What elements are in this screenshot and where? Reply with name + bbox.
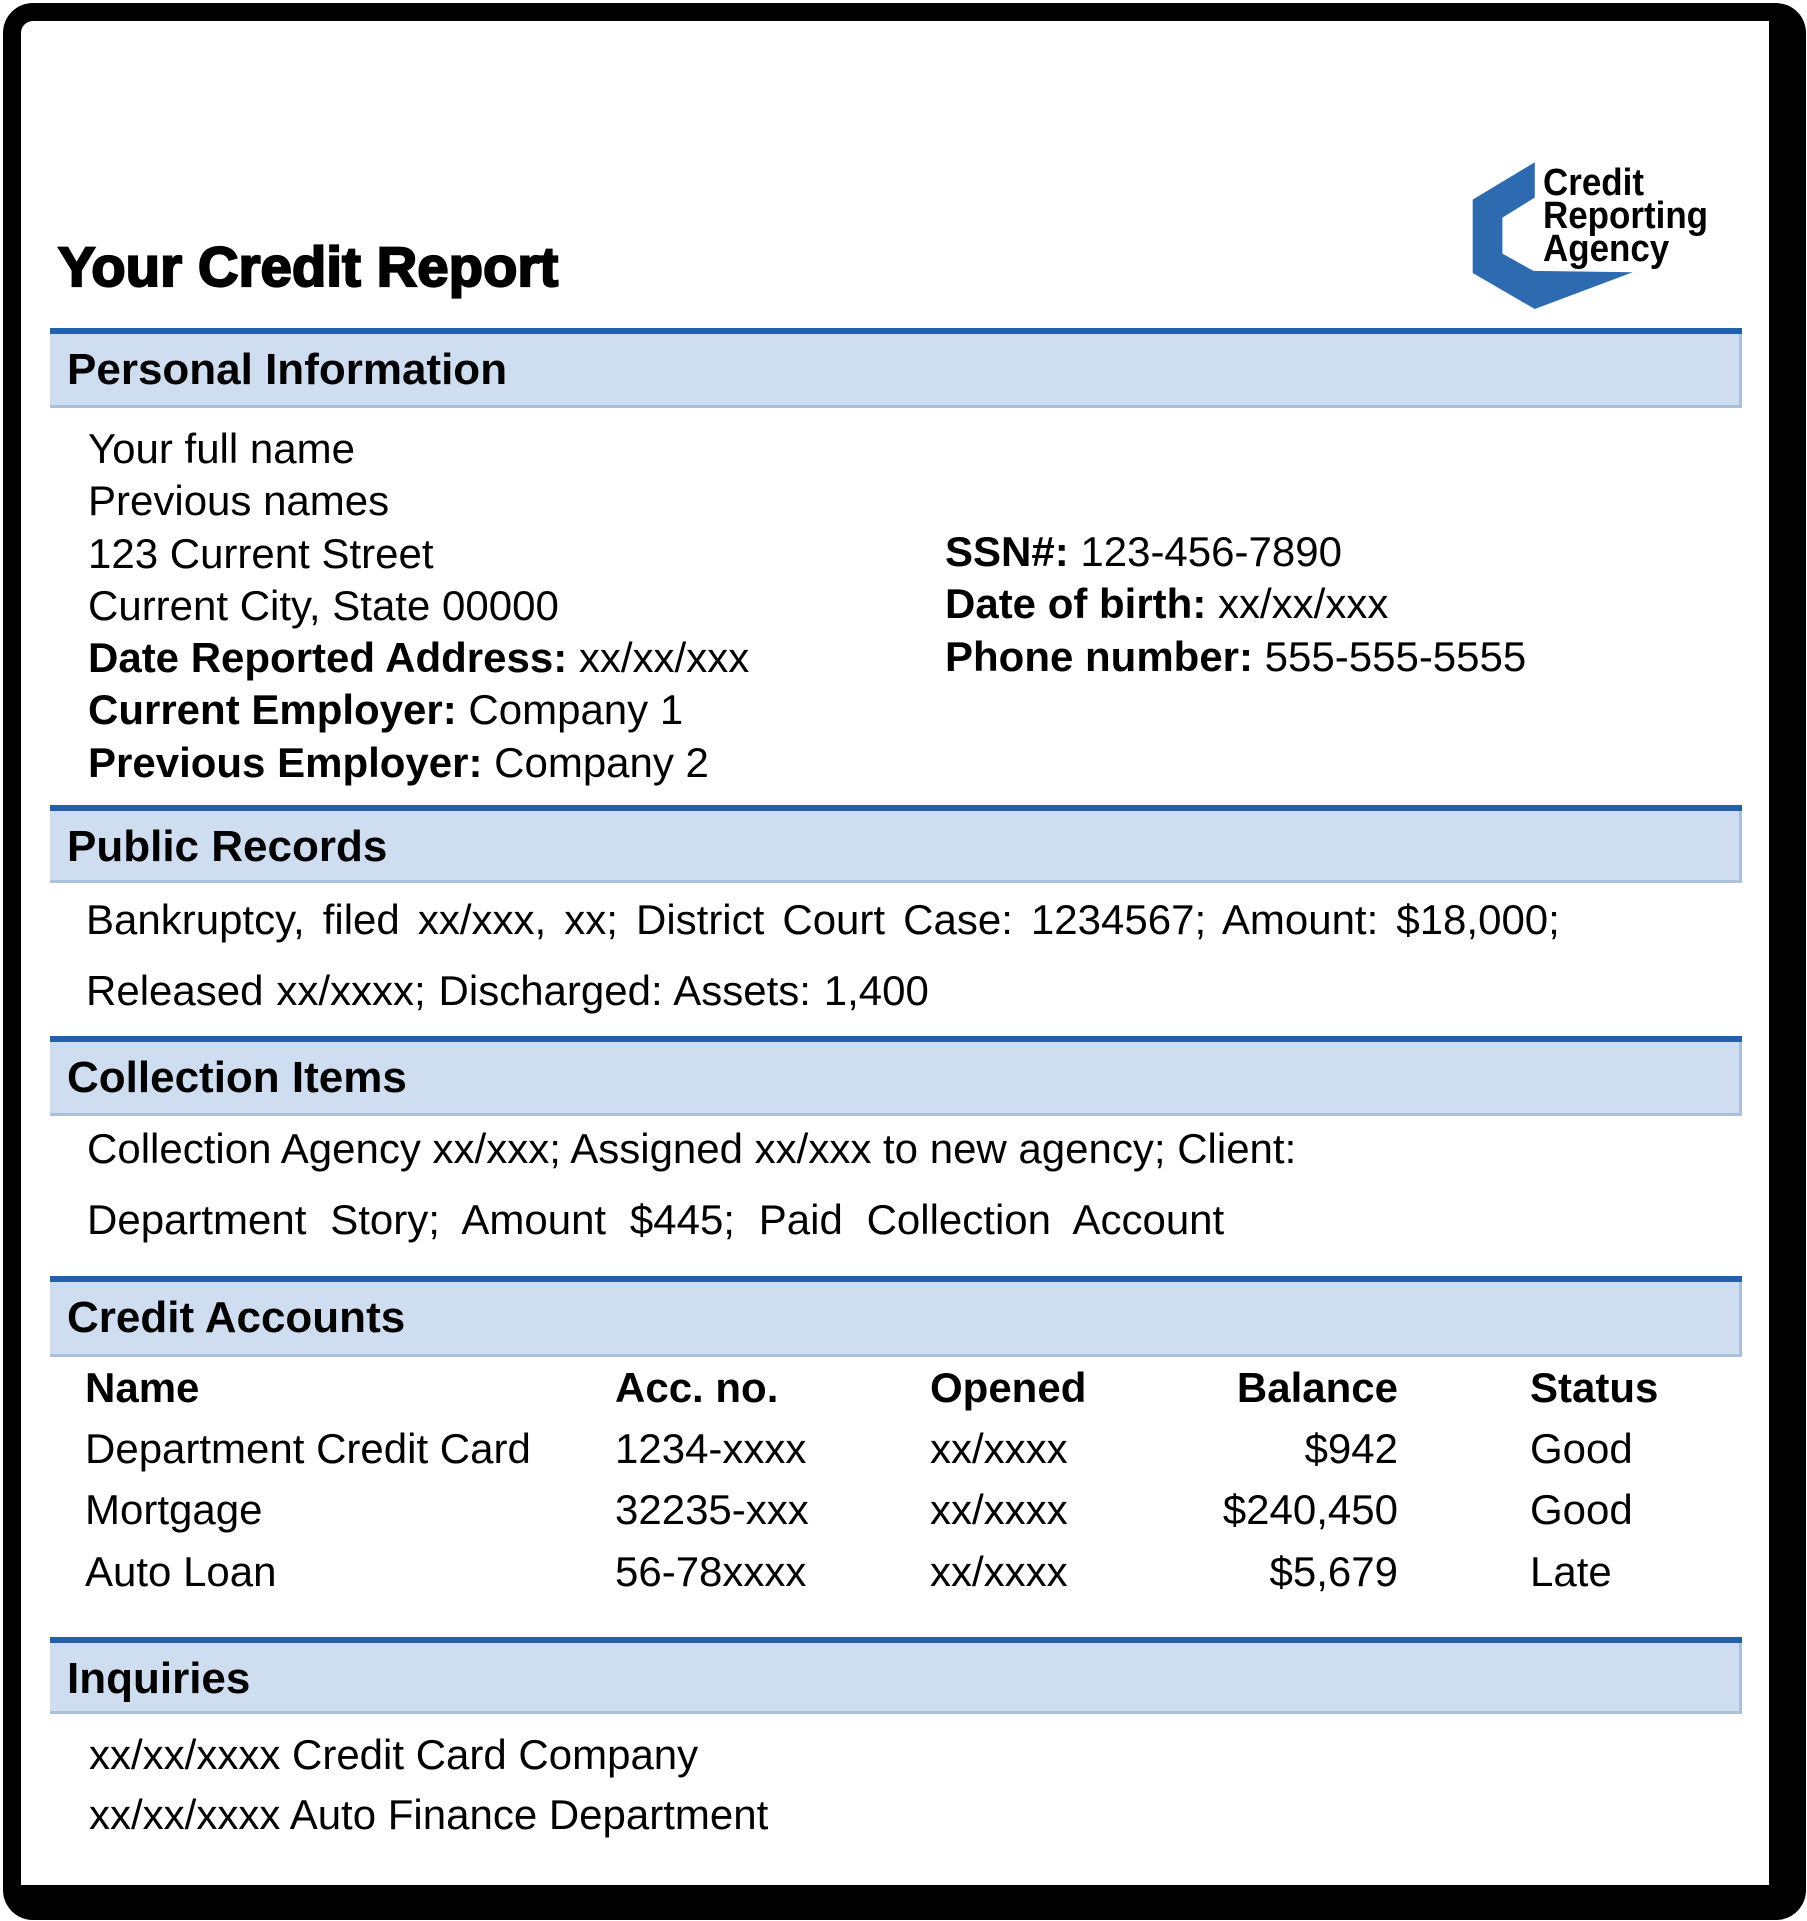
svg-text:Credit: Credit	[1543, 160, 1644, 203]
svg-text:Reporting: Reporting	[1543, 194, 1708, 237]
svg-text:Agency: Agency	[1543, 227, 1670, 270]
